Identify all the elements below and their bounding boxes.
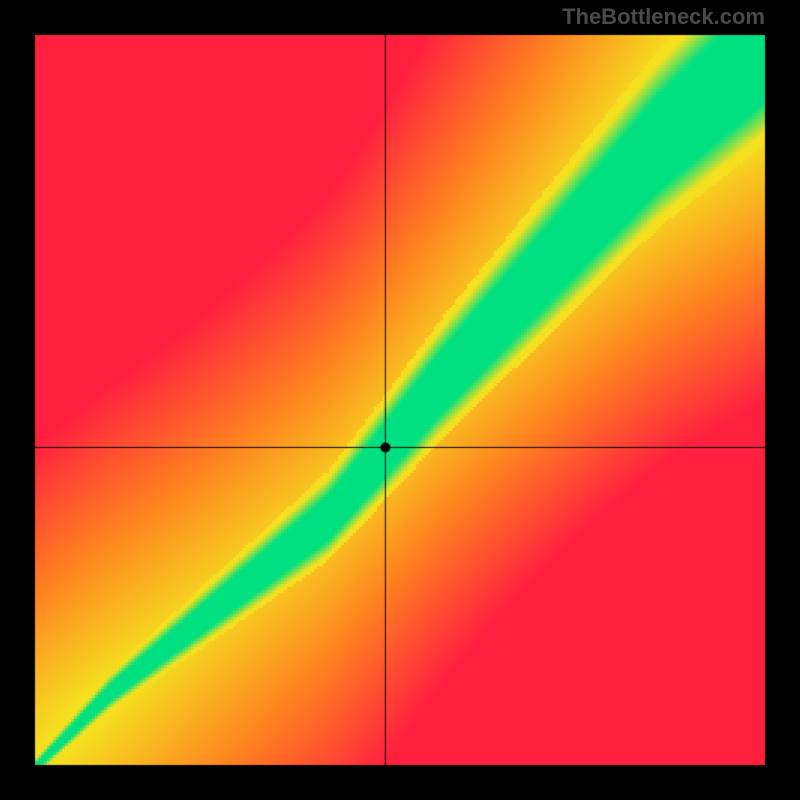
bottleneck-heatmap: [0, 0, 800, 800]
chart-container: TheBottleneck.com: [0, 0, 800, 800]
watermark-text: TheBottleneck.com: [562, 4, 765, 30]
